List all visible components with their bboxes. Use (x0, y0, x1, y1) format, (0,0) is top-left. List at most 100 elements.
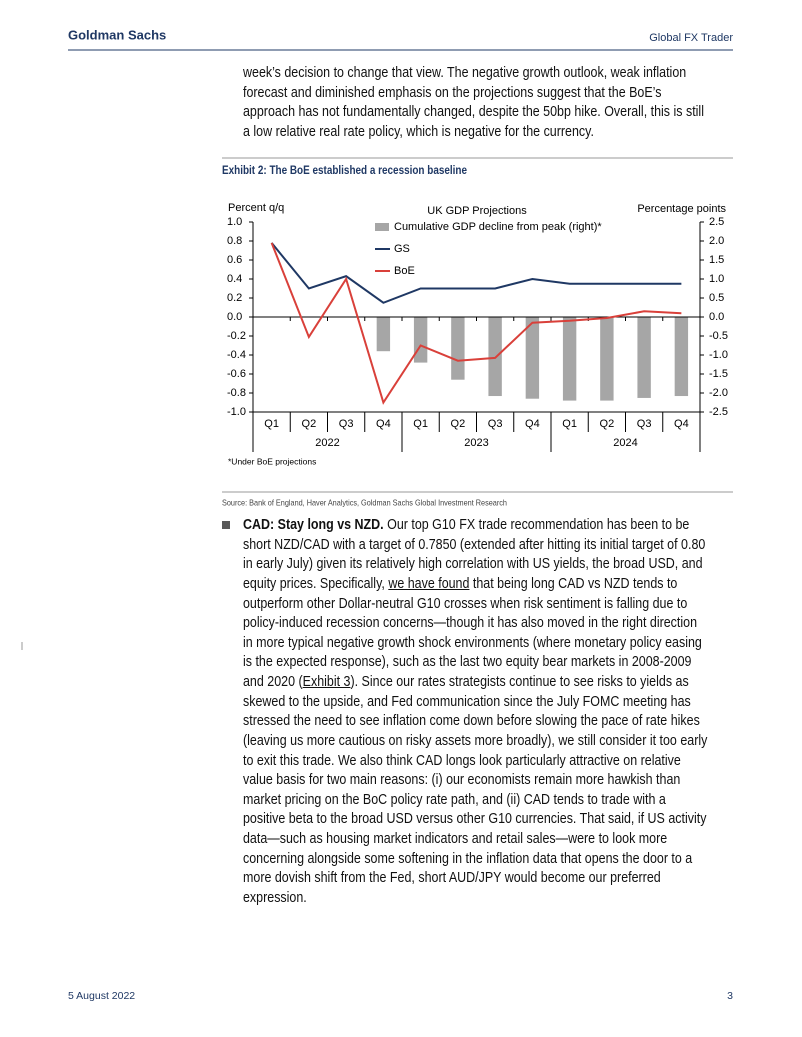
legend-label: GS (394, 243, 410, 255)
text-run: data—such as housing market indicators a… (243, 831, 668, 848)
x-tick-label: Q4 (376, 418, 391, 430)
text-run: and 2020 ( (243, 674, 303, 691)
intro-line: week’s decision to change that view. The… (243, 65, 687, 81)
y-tick-label: -0.2 (227, 330, 246, 342)
line-series (270, 242, 682, 405)
bullet-line: in more typical negative growth shock en… (243, 633, 702, 653)
bullet-line: concerning alongside some softening in t… (243, 849, 692, 869)
y2-tick-label: -1.0 (709, 349, 728, 361)
source: Source: Bank of England, Haver Analytics… (222, 497, 507, 507)
text-run: ). Since our rates strategists continue … (350, 674, 689, 691)
y2-tick-label: -1.5 (709, 368, 728, 380)
bullet-line: CAD: Stay long vs NZD. Our top G10 FX tr… (243, 515, 689, 535)
legend-swatch (375, 223, 389, 231)
publication: Global FX Trader (649, 32, 733, 44)
text-run: expression. (243, 889, 307, 906)
bullet-line: is the expected response), such as the l… (243, 652, 691, 672)
line-series (270, 242, 682, 304)
intro-line: forecast and diminished emphasis on the … (243, 84, 662, 101)
x-tick-label: Q2 (451, 418, 466, 430)
link[interactable]: we have found (388, 575, 470, 592)
y2-tick-label: -0.5 (709, 330, 728, 342)
x-tick-label: Q1 (562, 418, 577, 430)
text-run: in early July) given its relatively high… (243, 556, 703, 573)
bullet-line: expression. (243, 888, 307, 908)
text-run: outperform other Dollar-neutral G10 cros… (243, 595, 688, 612)
x-group-label: 2024 (613, 437, 637, 449)
text-run: market pricing on the BoC policy rate pa… (243, 791, 666, 808)
text-run: short NZD/CAD with a target of 0.7850 (e… (243, 536, 706, 553)
y2-tick-label: 0.0 (709, 311, 724, 323)
bullet-marker (222, 521, 230, 529)
text-run: (leaving us more cautious on risky asset… (243, 732, 708, 749)
y-tick-label: -1.0 (227, 406, 246, 418)
x-group-label: 2023 (464, 437, 488, 449)
x-tick-label: Q2 (600, 418, 615, 430)
bullet-line: stressed the need to see inflation come … (243, 711, 700, 731)
text-run: value basis for two main reasons: (i) ou… (243, 772, 681, 789)
footer-date: 5 August 2022 (68, 990, 135, 1002)
legend-label: Cumulative GDP decline from peak (right)… (394, 221, 602, 233)
x-tick-label: Q3 (339, 418, 354, 430)
bar (674, 317, 689, 397)
text-run: stressed the need to see inflation come … (243, 713, 700, 730)
brand: Goldman Sachs (68, 27, 166, 42)
y2-tick-label: 1.0 (709, 273, 724, 285)
x-tick-label: Q4 (525, 418, 540, 430)
chart-title: UK GDP Projections (427, 205, 527, 217)
bullet-line: in early July) given its relatively high… (243, 554, 703, 574)
bar (413, 317, 428, 363)
text-run: positive beta to the broad USD versus ot… (243, 811, 707, 828)
x-tick-label: Q2 (302, 418, 317, 430)
text-run: that being long CAD vs NZD tends to (469, 575, 678, 592)
chart-footnote: *Under BoE projections (228, 456, 316, 466)
y-tick-label: -0.6 (227, 368, 246, 380)
bullet-line: market pricing on the BoC policy rate pa… (243, 790, 666, 810)
y-tick-label: 0.0 (227, 311, 242, 323)
bar (562, 317, 577, 401)
page-number: 3 (727, 990, 733, 1002)
bar (376, 317, 391, 352)
bar (525, 317, 540, 399)
y2-axis-label: Percentage points (637, 203, 726, 215)
bar (637, 317, 651, 398)
bullet-line: outperform other Dollar-neutral G10 cros… (243, 594, 687, 614)
bar (451, 317, 465, 380)
y-tick-label: -0.4 (227, 349, 246, 361)
exhibit-title: Exhibit 2: The BoE established a recessi… (222, 165, 467, 177)
bar (600, 317, 614, 401)
y2-tick-label: 1.5 (709, 254, 724, 266)
bullet-line: positive beta to the broad USD versus ot… (243, 809, 706, 829)
bullet-heading: CAD: Stay long vs NZD. (243, 517, 384, 533)
legend-label: BoE (394, 265, 415, 277)
y-axis-label: Percent q/q (228, 202, 284, 214)
text-run: more dovish shift from the Fed, short AU… (243, 870, 661, 887)
y-tick-label: 0.8 (227, 235, 242, 247)
intro-line: a low relative real rate policy, which i… (243, 123, 594, 140)
bullet-line: and 2020 (Exhibit 3). Since our rates st… (243, 672, 689, 692)
text-run: in more typical negative growth shock en… (243, 634, 702, 651)
bullet-line: policy-induced recession concerns—though… (243, 613, 697, 633)
text-run: Our top G10 FX trade recommendation has … (383, 517, 690, 533)
y-tick-label: 0.6 (227, 254, 242, 266)
y2-tick-label: -2.0 (709, 387, 728, 399)
text-run: policy-induced recession concerns—though… (243, 615, 698, 632)
link[interactable]: Exhibit 3 (302, 674, 351, 691)
text-run: is the expected response), such as the l… (243, 654, 692, 671)
x-tick-label: Q4 (674, 418, 689, 430)
y-tick-label: 0.2 (227, 292, 242, 304)
bullet-line: equity prices. Specifically, we have fou… (243, 574, 677, 594)
bullet-line: short NZD/CAD with a target of 0.7850 (e… (243, 535, 705, 555)
bullet-line: to exit this trade. We also think CAD lo… (243, 751, 681, 771)
x-tick-label: Q3 (488, 418, 503, 430)
x-tick-label: Q1 (264, 418, 279, 430)
bullet-line: more dovish shift from the Fed, short AU… (243, 868, 661, 888)
text-run: to exit this trade. We also think CAD lo… (243, 752, 681, 769)
text-run: equity prices. Specifically, (243, 575, 389, 592)
y-tick-label: -0.8 (227, 387, 246, 399)
text-run: concerning alongside some softening in t… (243, 850, 693, 867)
y2-tick-label: -2.5 (709, 406, 728, 418)
x-group-label: 2022 (315, 437, 339, 449)
